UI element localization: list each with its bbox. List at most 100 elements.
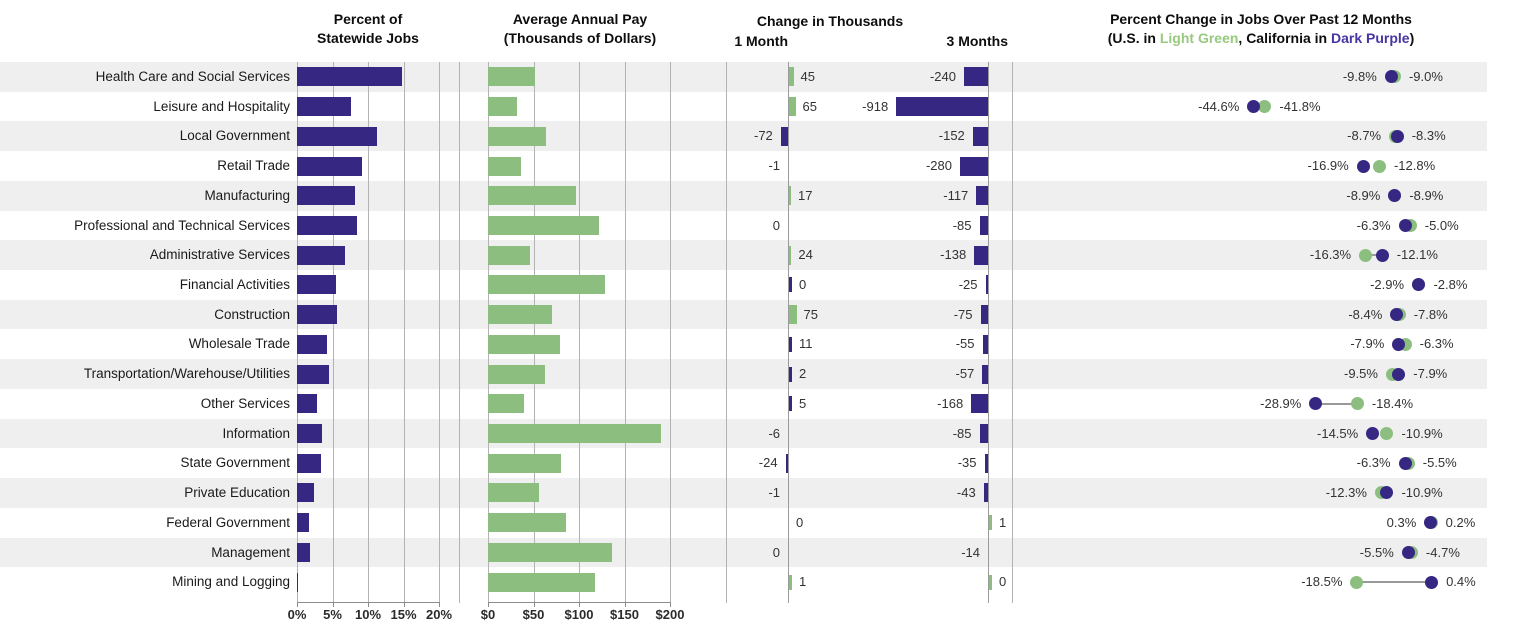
pct12-title-line: Percent Change in Jobs Over Past 12 Mont…	[1110, 11, 1412, 27]
jobs-bar	[297, 483, 315, 503]
pct-right-value: -6.3%	[1419, 336, 1454, 352]
pct-right-value: -2.8%	[1433, 277, 1468, 293]
pay-bar	[488, 424, 661, 444]
pct-left-value: -5.5%	[1359, 544, 1394, 560]
change-3months-bar	[983, 483, 988, 503]
pct-right-value: 0.2%	[1445, 514, 1476, 530]
gridline	[533, 62, 535, 603]
change-3months-value: -280	[925, 158, 952, 174]
jobs-axis-tick	[439, 602, 440, 607]
pct-left-value: -28.9%	[1260, 395, 1302, 411]
row-label: Health Care and Social Services	[95, 69, 290, 84]
row-band	[0, 567, 1487, 597]
change-3months-value: -85	[952, 217, 972, 233]
change-col-3months-label: 3 Months	[946, 33, 1008, 49]
ca-dot	[1366, 427, 1380, 440]
pay-bar	[488, 97, 518, 117]
pay-bar	[488, 67, 536, 87]
pct12-legend-line: (U.S. in Light Green, California in Dark…	[1035, 29, 1487, 48]
ca-dot	[1380, 486, 1394, 500]
change-1month-value: 17	[798, 187, 813, 203]
change-3months-value: -918	[862, 98, 889, 114]
jobs-bar	[297, 513, 310, 533]
row-band	[0, 329, 1487, 360]
change-3months-value: -75	[953, 306, 973, 322]
change-col-1month-label: 1 Month	[734, 33, 788, 49]
gridline	[368, 62, 369, 603]
pct-right-value: 0.4%	[1446, 574, 1476, 590]
pay-bar	[488, 513, 567, 533]
pct-right-value: -7.9%	[1413, 366, 1448, 382]
pct-right-value: -12.1%	[1396, 247, 1438, 263]
pay-axis-tick	[670, 602, 671, 607]
row-label: Other Services	[200, 395, 290, 411]
row-label: Management	[211, 544, 290, 560]
row-band	[0, 62, 1487, 92]
jobs-axis-tick	[332, 602, 334, 607]
change-3months-value: -14	[961, 544, 980, 560]
change-1month-value: 0	[772, 217, 780, 233]
gridline	[488, 62, 489, 603]
change-3months-bar	[976, 186, 988, 206]
row-label: Financial Activities	[179, 277, 290, 293]
pay-axis-tick-label: $100	[564, 607, 594, 622]
change-1month-value: 75	[803, 306, 818, 322]
change-1month-bar	[789, 336, 792, 352]
jobs-bar	[297, 542, 310, 562]
change-3months-bar	[982, 364, 988, 384]
dot-connector	[1315, 402, 1358, 405]
pct12-legend-green-label: Light Green	[1159, 30, 1239, 46]
pay-bar	[488, 216, 600, 235]
change-1month-value: -72	[754, 128, 773, 144]
pct-right-value: -10.9%	[1401, 485, 1443, 501]
jobs-bar	[297, 275, 337, 295]
pct-left-value: -9.5%	[1344, 366, 1378, 382]
gridline	[403, 62, 405, 603]
ca-dot	[1388, 189, 1402, 203]
row-label: Local Government	[179, 128, 290, 144]
change-3months-bar	[979, 215, 988, 235]
pct-right-value: -5.0%	[1424, 217, 1459, 233]
change-1month-bar	[780, 126, 788, 146]
change-1month-bar	[789, 574, 792, 590]
change-1month-value: 0	[772, 544, 780, 560]
row-band	[0, 121, 1487, 152]
change-3months-bar	[982, 334, 988, 354]
change-1month-value: -1	[768, 158, 780, 174]
pay-bar	[488, 126, 547, 146]
pct-right-value: -4.7%	[1425, 544, 1460, 560]
change-3months-value: -152	[938, 128, 965, 144]
row-band	[0, 240, 1487, 271]
change-1month-bar	[789, 366, 792, 382]
pay-axis-tick	[579, 602, 580, 607]
pay-bar	[488, 275, 606, 295]
pct-left-value: -6.3%	[1356, 455, 1391, 471]
change-3months-value: -168	[937, 395, 964, 411]
gridline	[670, 62, 671, 603]
jobs-axis-tick	[368, 602, 369, 607]
pay-axis-tick-label: $150	[610, 607, 639, 622]
row-band	[0, 91, 1487, 122]
jobs-bar	[297, 126, 378, 146]
pct-left-value: -44.6%	[1198, 98, 1240, 114]
row-label: Wholesale Trade	[188, 336, 290, 352]
change-1month-bar	[789, 97, 796, 117]
jobs-axis-tick	[403, 602, 405, 607]
pct-left-value: -8.9%	[1346, 187, 1381, 203]
jobs-panel-title: Percent of Statewide Jobs	[258, 10, 478, 48]
change-1month-bar	[789, 305, 797, 325]
change-3months-value: -57	[955, 366, 975, 382]
change-3months-bar	[974, 245, 988, 265]
jobs-bar	[297, 156, 363, 176]
jobs-bar	[297, 394, 317, 414]
pay-bar	[488, 453, 561, 473]
jobs-bar	[297, 334, 327, 354]
pct-left-value: -9.8%	[1342, 69, 1377, 84]
row-band	[0, 299, 1487, 330]
change-3months-value: 1	[999, 514, 1007, 530]
pay-bar	[488, 156, 521, 176]
change-3months-bar	[960, 156, 988, 176]
row-label: Transportation/Warehouse/Utilities	[83, 366, 290, 382]
pct12-panel-title: Percent Change in Jobs Over Past 12 Mont…	[1035, 10, 1487, 48]
